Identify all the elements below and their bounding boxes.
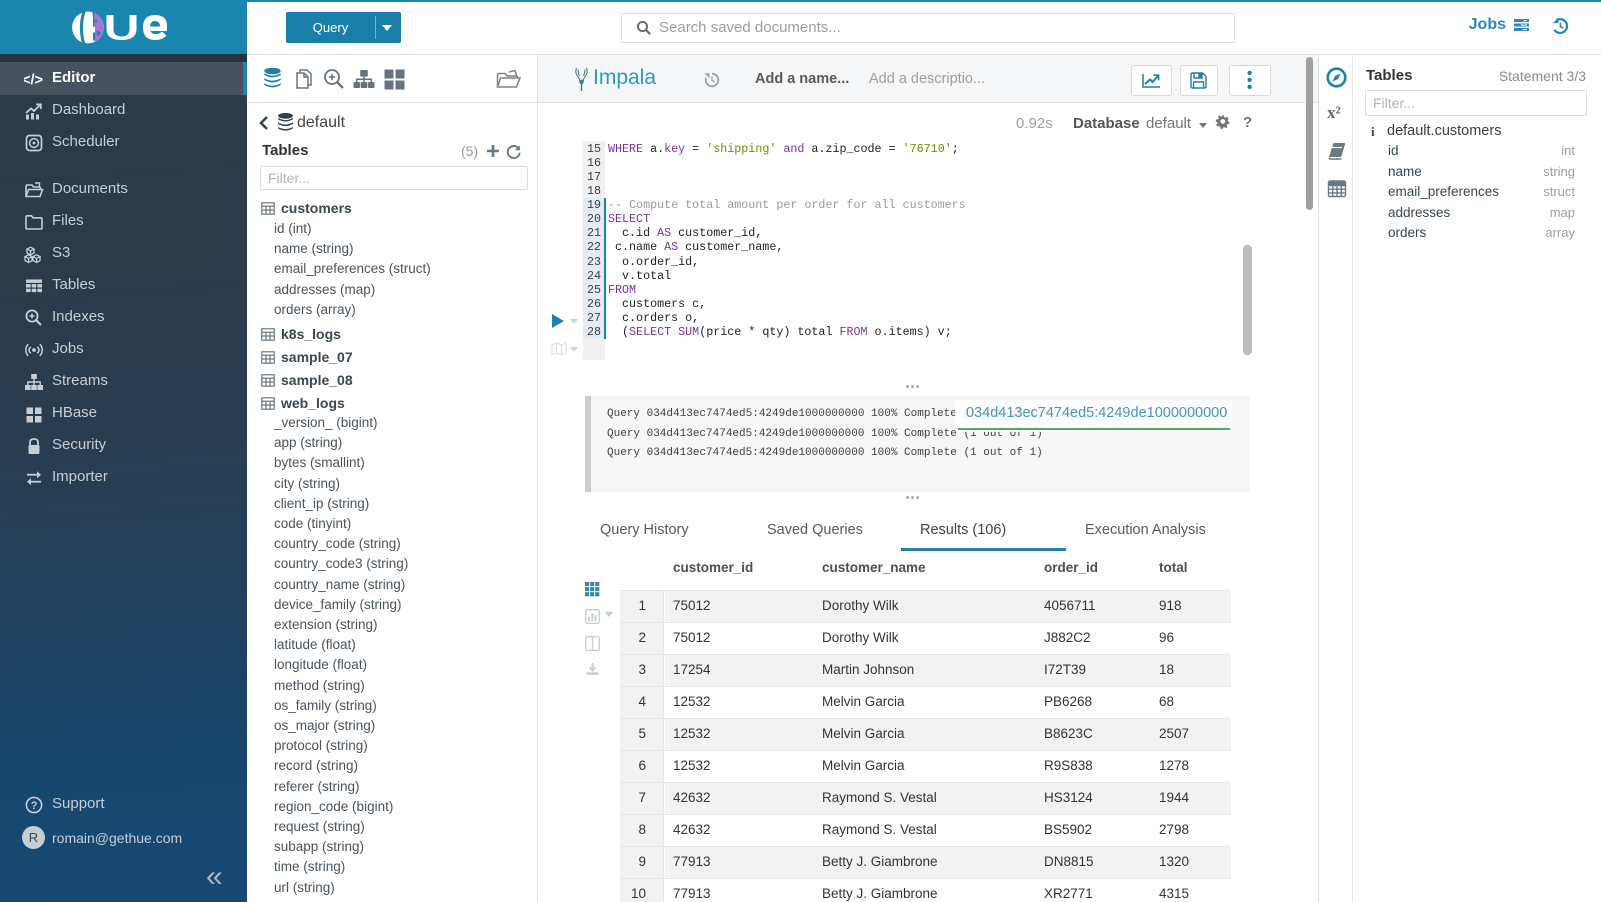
svg-text:?: ? — [31, 800, 38, 812]
svg-text:</>: </> — [24, 73, 43, 89]
